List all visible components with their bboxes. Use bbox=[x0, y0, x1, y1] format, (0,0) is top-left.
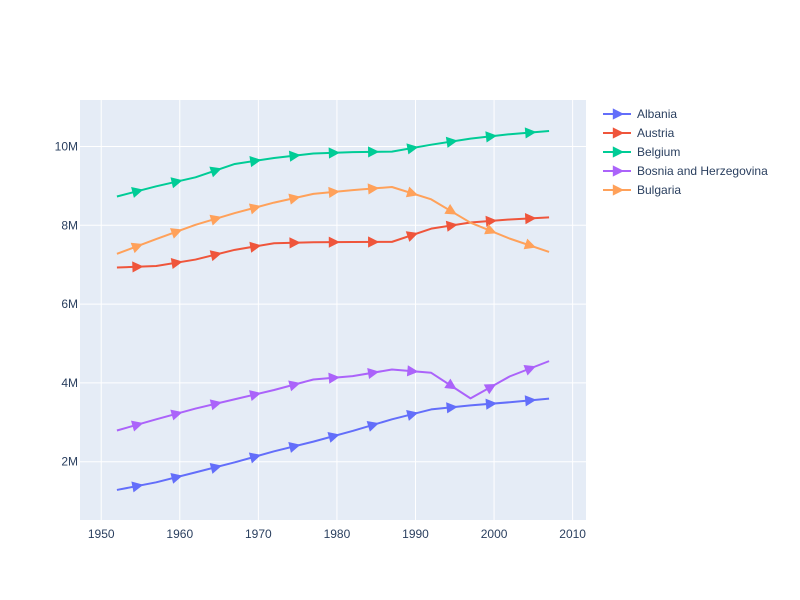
data-point-marker bbox=[130, 420, 144, 432]
data-point-marker bbox=[406, 143, 419, 155]
legend-marker bbox=[612, 127, 624, 139]
data-point-marker bbox=[405, 186, 419, 198]
data-point-marker bbox=[170, 228, 183, 239]
data-point-marker bbox=[209, 399, 222, 411]
data-point-marker bbox=[524, 395, 537, 407]
data-point-marker bbox=[483, 383, 497, 395]
legend-label: Austria bbox=[637, 126, 675, 140]
data-point-marker bbox=[288, 380, 301, 392]
data-point-marker bbox=[367, 367, 380, 380]
data-point-marker bbox=[367, 183, 380, 195]
data-point-marker bbox=[446, 402, 458, 414]
data-point-marker bbox=[328, 147, 340, 159]
data-point-marker bbox=[209, 462, 222, 474]
y-tick-label: 4M bbox=[61, 376, 78, 390]
data-point-marker bbox=[288, 193, 301, 205]
data-point-marker bbox=[368, 236, 380, 248]
data-point-marker bbox=[248, 203, 262, 215]
legend-label: Bulgaria bbox=[637, 183, 681, 197]
data-point-marker bbox=[209, 214, 222, 226]
data-point-marker bbox=[288, 442, 301, 453]
data-point-marker bbox=[485, 398, 498, 410]
x-axis-ticks: 1950 1960 1970 1980 1990 2000 2010 bbox=[88, 527, 586, 541]
data-point-marker bbox=[170, 472, 183, 484]
data-point-marker bbox=[485, 131, 498, 143]
x-tick-label: 2000 bbox=[481, 527, 508, 541]
x-tick-label: 1980 bbox=[324, 527, 351, 541]
legend-marker bbox=[612, 108, 624, 120]
data-point-marker bbox=[132, 261, 144, 273]
data-point-marker bbox=[249, 156, 262, 168]
y-tick-label: 6M bbox=[61, 297, 78, 311]
legend: Albania Austria Belgium Bosnia and Herzegov… bbox=[603, 107, 768, 197]
x-tick-label: 1990 bbox=[402, 527, 429, 541]
legend-item: Austria bbox=[603, 126, 675, 140]
data-point-marker bbox=[170, 177, 183, 189]
data-point-marker bbox=[328, 186, 340, 198]
legend-item: Albania bbox=[603, 107, 677, 121]
data-point-marker bbox=[131, 481, 144, 493]
y-axis-ticks: 2M 4M 6M 8M 10M bbox=[55, 139, 78, 468]
data-point-marker bbox=[328, 236, 340, 248]
y-tick-label: 10M bbox=[55, 139, 78, 153]
legend-item: Bosnia and Herzegovina bbox=[603, 164, 768, 178]
legend-label: Belgium bbox=[637, 145, 680, 159]
legend-marker bbox=[612, 165, 624, 177]
legend-item: Belgium bbox=[603, 145, 680, 159]
data-point-marker bbox=[366, 420, 379, 432]
data-point-marker bbox=[327, 431, 340, 443]
x-tick-label: 2010 bbox=[559, 527, 586, 541]
legend-marker bbox=[612, 146, 624, 158]
data-point-marker bbox=[444, 378, 457, 390]
data-point-marker bbox=[523, 238, 537, 250]
y-tick-label: 8M bbox=[61, 218, 78, 232]
data-point-marker bbox=[524, 127, 537, 139]
data-point-marker bbox=[406, 365, 419, 377]
data-point-marker bbox=[328, 372, 340, 384]
data-point-marker bbox=[445, 220, 458, 232]
data-point-marker bbox=[406, 409, 419, 421]
legend-label: Albania bbox=[637, 107, 677, 121]
data-point-marker bbox=[249, 390, 262, 402]
legend-marker bbox=[612, 184, 624, 196]
data-point-marker bbox=[445, 136, 458, 148]
data-point-marker bbox=[524, 213, 537, 225]
data-point-marker bbox=[523, 365, 536, 376]
x-tick-label: 1970 bbox=[245, 527, 272, 541]
data-point-marker bbox=[248, 452, 262, 464]
data-point-marker bbox=[444, 204, 457, 215]
data-point-marker bbox=[209, 166, 222, 178]
plot-background bbox=[80, 100, 586, 520]
x-tick-label: 1960 bbox=[166, 527, 193, 541]
data-point-marker bbox=[130, 242, 144, 254]
y-tick-label: 2M bbox=[61, 455, 78, 469]
data-point-marker bbox=[131, 187, 144, 198]
data-point-marker bbox=[484, 223, 497, 235]
data-point-marker bbox=[288, 150, 301, 162]
data-point-marker bbox=[170, 409, 183, 421]
legend-label: Bosnia and Herzegovina bbox=[637, 164, 768, 178]
data-point-marker bbox=[209, 250, 222, 262]
series-markers bbox=[130, 127, 537, 493]
data-point-marker bbox=[170, 257, 183, 270]
grid-lines bbox=[80, 100, 586, 520]
data-point-marker bbox=[368, 146, 380, 158]
x-tick-label: 1950 bbox=[88, 527, 115, 541]
legend-item: Bulgaria bbox=[603, 183, 681, 197]
data-point-marker bbox=[405, 231, 419, 242]
data-point-marker bbox=[289, 237, 301, 249]
data-point-marker bbox=[249, 241, 262, 253]
